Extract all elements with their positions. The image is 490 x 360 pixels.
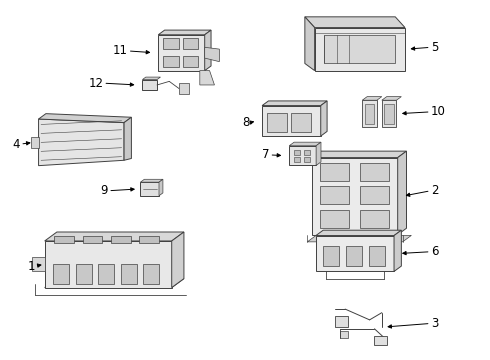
- Bar: [163, 56, 179, 67]
- Bar: [304, 150, 310, 155]
- Bar: [346, 246, 362, 266]
- Text: 8: 8: [243, 116, 250, 129]
- Bar: [374, 336, 387, 345]
- Bar: [54, 235, 74, 243]
- Polygon shape: [205, 47, 220, 62]
- Bar: [324, 35, 395, 63]
- Polygon shape: [316, 142, 321, 166]
- Bar: [369, 246, 385, 266]
- Bar: [323, 246, 339, 266]
- Bar: [267, 113, 287, 132]
- Text: 2: 2: [431, 184, 438, 197]
- Text: 6: 6: [431, 245, 438, 258]
- Bar: [340, 330, 347, 338]
- Text: 9: 9: [100, 184, 108, 197]
- Bar: [53, 264, 69, 284]
- Polygon shape: [307, 235, 412, 242]
- Polygon shape: [289, 146, 316, 166]
- Bar: [360, 210, 389, 228]
- Polygon shape: [394, 230, 401, 271]
- Polygon shape: [289, 142, 321, 146]
- Bar: [163, 39, 179, 49]
- Polygon shape: [39, 114, 131, 123]
- Bar: [140, 235, 159, 243]
- Bar: [365, 104, 374, 123]
- Bar: [360, 186, 389, 204]
- Polygon shape: [32, 257, 45, 271]
- Polygon shape: [382, 96, 401, 100]
- Polygon shape: [312, 158, 398, 235]
- Bar: [76, 264, 92, 284]
- Polygon shape: [205, 30, 211, 71]
- Text: 5: 5: [431, 41, 438, 54]
- Polygon shape: [315, 28, 405, 71]
- Polygon shape: [159, 179, 163, 196]
- Bar: [360, 163, 389, 181]
- Polygon shape: [316, 235, 394, 271]
- Text: 3: 3: [431, 317, 438, 330]
- Text: 7: 7: [262, 148, 270, 161]
- Polygon shape: [45, 241, 172, 288]
- Polygon shape: [262, 105, 321, 136]
- Bar: [319, 210, 349, 228]
- Polygon shape: [39, 119, 124, 166]
- Polygon shape: [158, 35, 205, 71]
- Bar: [83, 235, 102, 243]
- Bar: [335, 316, 347, 327]
- Bar: [304, 157, 310, 162]
- Polygon shape: [200, 71, 215, 85]
- Polygon shape: [45, 232, 184, 241]
- Text: 10: 10: [431, 105, 445, 118]
- Polygon shape: [141, 179, 163, 182]
- Polygon shape: [305, 17, 315, 71]
- Text: 4: 4: [13, 138, 20, 150]
- Text: 11: 11: [113, 44, 128, 57]
- Bar: [144, 264, 159, 284]
- Polygon shape: [316, 230, 401, 235]
- Polygon shape: [45, 279, 184, 288]
- Bar: [294, 150, 300, 155]
- Bar: [111, 235, 131, 243]
- Bar: [294, 157, 300, 162]
- Text: 1: 1: [27, 260, 35, 273]
- Polygon shape: [362, 96, 382, 100]
- Polygon shape: [312, 151, 407, 158]
- Bar: [98, 264, 114, 284]
- Bar: [183, 39, 198, 49]
- Polygon shape: [141, 182, 159, 196]
- Bar: [384, 104, 394, 123]
- Bar: [183, 56, 198, 67]
- Bar: [121, 264, 137, 284]
- Bar: [292, 113, 311, 132]
- Polygon shape: [143, 80, 157, 90]
- Bar: [319, 186, 349, 204]
- Polygon shape: [124, 117, 131, 160]
- Bar: [31, 137, 39, 148]
- Polygon shape: [158, 30, 211, 35]
- Polygon shape: [262, 101, 327, 105]
- Polygon shape: [362, 100, 377, 127]
- Text: 12: 12: [88, 77, 103, 90]
- Polygon shape: [382, 100, 396, 127]
- Polygon shape: [321, 101, 327, 136]
- Polygon shape: [143, 77, 160, 80]
- Bar: [179, 83, 189, 94]
- Bar: [319, 163, 349, 181]
- Polygon shape: [305, 17, 405, 28]
- Polygon shape: [172, 232, 184, 288]
- Polygon shape: [398, 151, 407, 235]
